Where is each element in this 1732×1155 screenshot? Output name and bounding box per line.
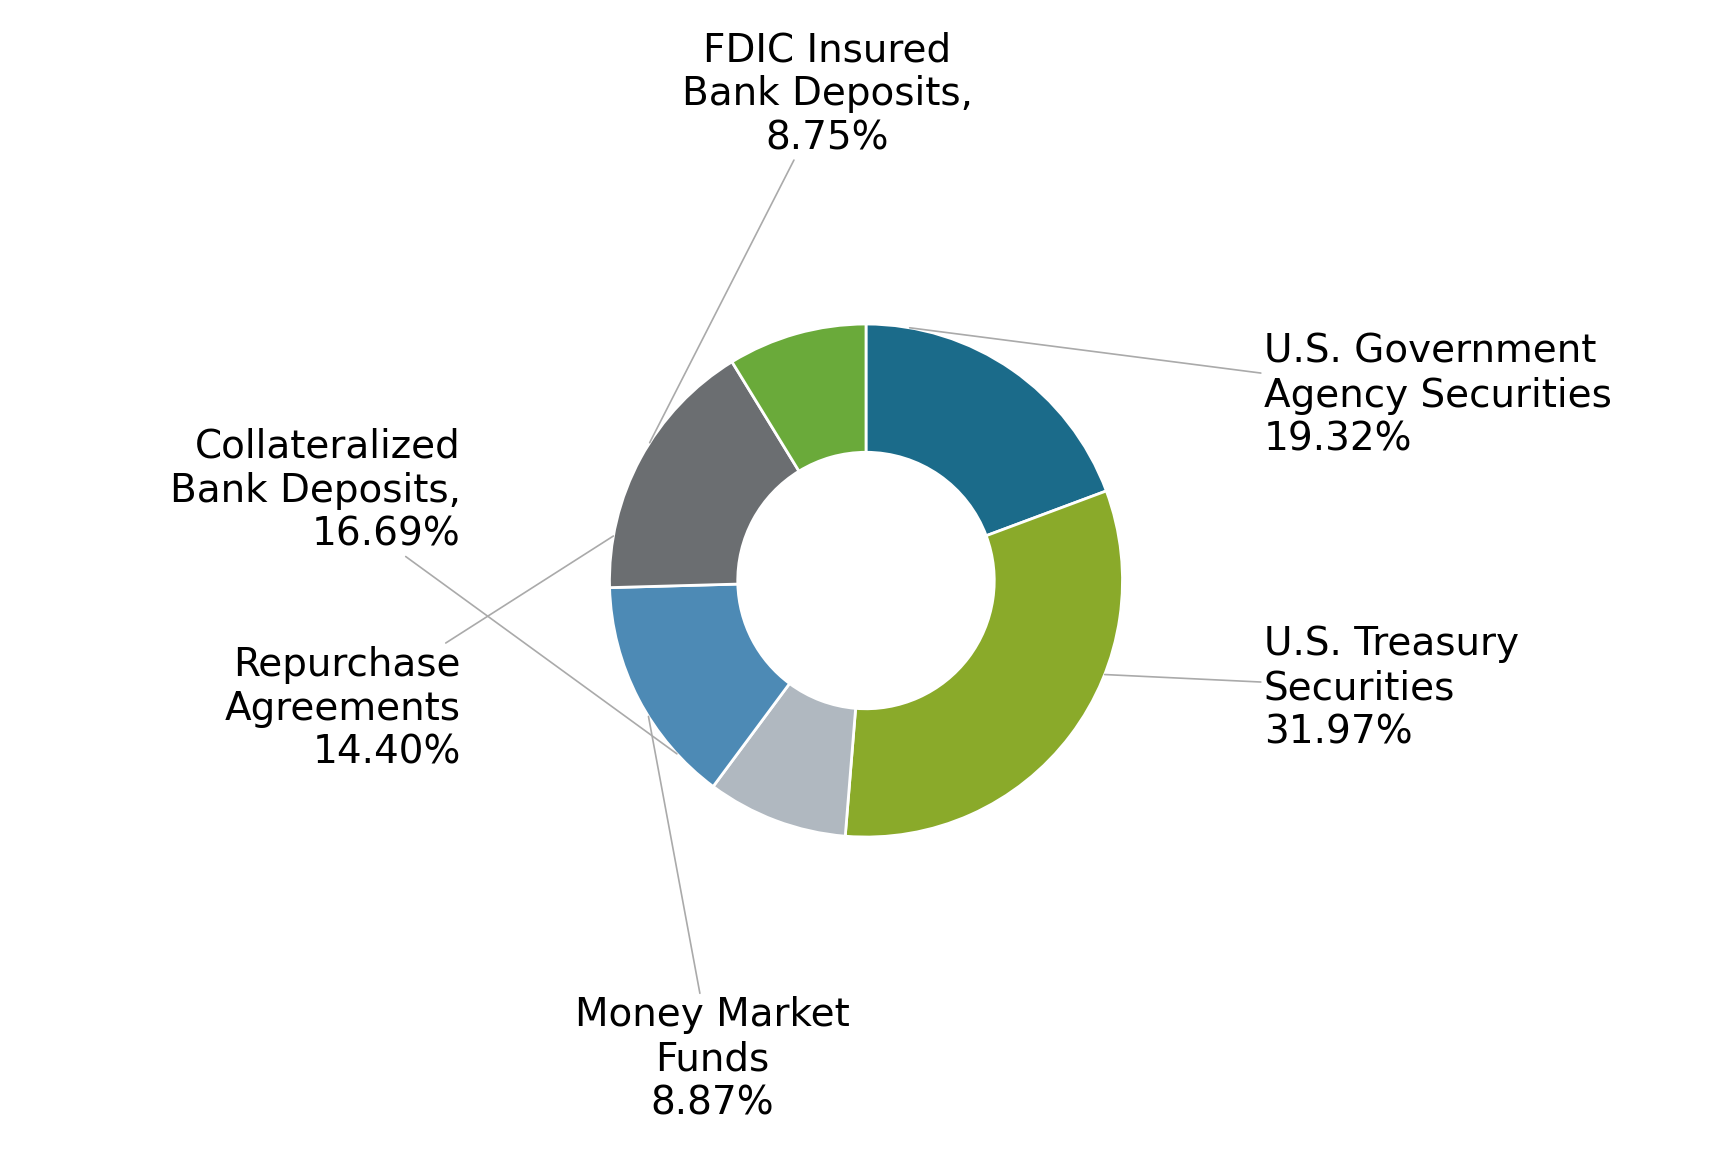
Wedge shape bbox=[866, 325, 1107, 536]
Wedge shape bbox=[714, 684, 856, 836]
Wedge shape bbox=[845, 491, 1122, 837]
Wedge shape bbox=[733, 325, 866, 471]
Text: Money Market
Funds
8.87%: Money Market Funds 8.87% bbox=[575, 716, 849, 1122]
Text: U.S. Treasury
Securities
31.97%: U.S. Treasury Securities 31.97% bbox=[1105, 625, 1519, 751]
Text: U.S. Government
Agency Securities
19.32%: U.S. Government Agency Securities 19.32% bbox=[909, 328, 1611, 459]
Text: FDIC Insured
Bank Deposits,
8.75%: FDIC Insured Bank Deposits, 8.75% bbox=[650, 31, 973, 442]
Wedge shape bbox=[610, 362, 798, 588]
Text: Collateralized
Bank Deposits,
16.69%: Collateralized Bank Deposits, 16.69% bbox=[170, 427, 677, 754]
Text: Repurchase
Agreements
14.40%: Repurchase Agreements 14.40% bbox=[225, 536, 613, 772]
Wedge shape bbox=[610, 584, 790, 787]
